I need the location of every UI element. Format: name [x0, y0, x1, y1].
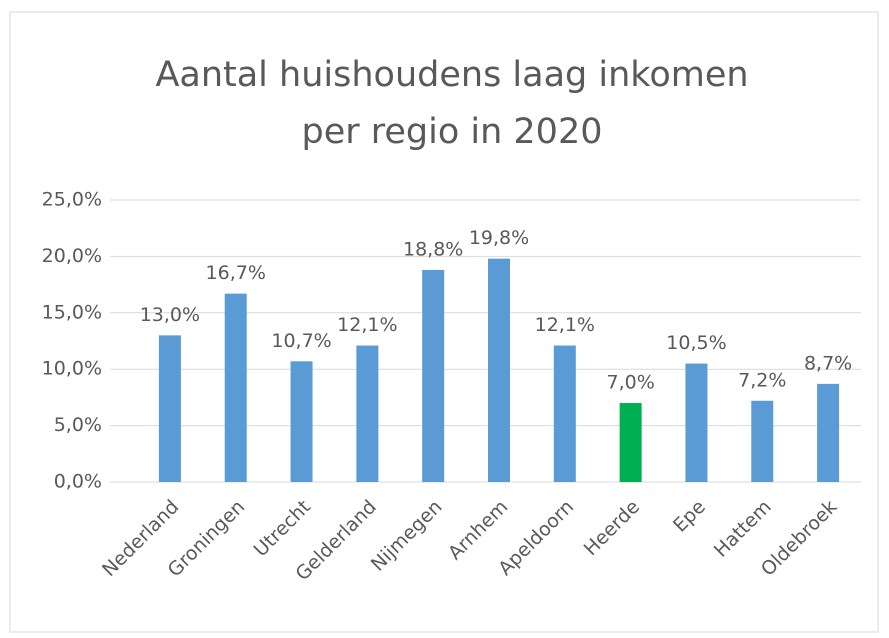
bar: [751, 400, 774, 482]
y-tick-label: 15,0%: [42, 301, 102, 323]
bar: [619, 403, 642, 482]
data-label: 16,7%: [206, 262, 266, 284]
chart-title: per regio in 2020: [301, 112, 602, 152]
data-label: 18,8%: [403, 238, 463, 260]
data-label: 10,7%: [271, 330, 331, 352]
bar: [290, 361, 313, 482]
chart-title: Aantal huishoudens laag inkomen: [155, 55, 748, 95]
bar: [422, 269, 445, 482]
y-tick-label: 10,0%: [42, 358, 102, 380]
bar: [488, 258, 510, 482]
data-label: 13,0%: [140, 304, 200, 326]
data-label: 19,8%: [469, 227, 529, 249]
y-tick-label: 25,0%: [42, 189, 102, 211]
bar: [685, 363, 708, 482]
bar: [158, 335, 181, 482]
bar: [817, 383, 840, 482]
bar: [224, 293, 247, 482]
data-label: 12,1%: [337, 314, 397, 336]
y-tick-label: 5,0%: [54, 414, 102, 436]
y-tick-label: 20,0%: [42, 245, 102, 267]
bar: [356, 345, 379, 482]
data-label: 12,1%: [535, 314, 595, 336]
bar: [553, 345, 576, 482]
y-tick-label: 0,0%: [54, 471, 102, 493]
data-label: 10,5%: [666, 332, 726, 354]
data-label: 7,0%: [606, 372, 654, 394]
data-label: 7,2%: [738, 369, 786, 391]
data-label: 8,7%: [804, 352, 852, 374]
